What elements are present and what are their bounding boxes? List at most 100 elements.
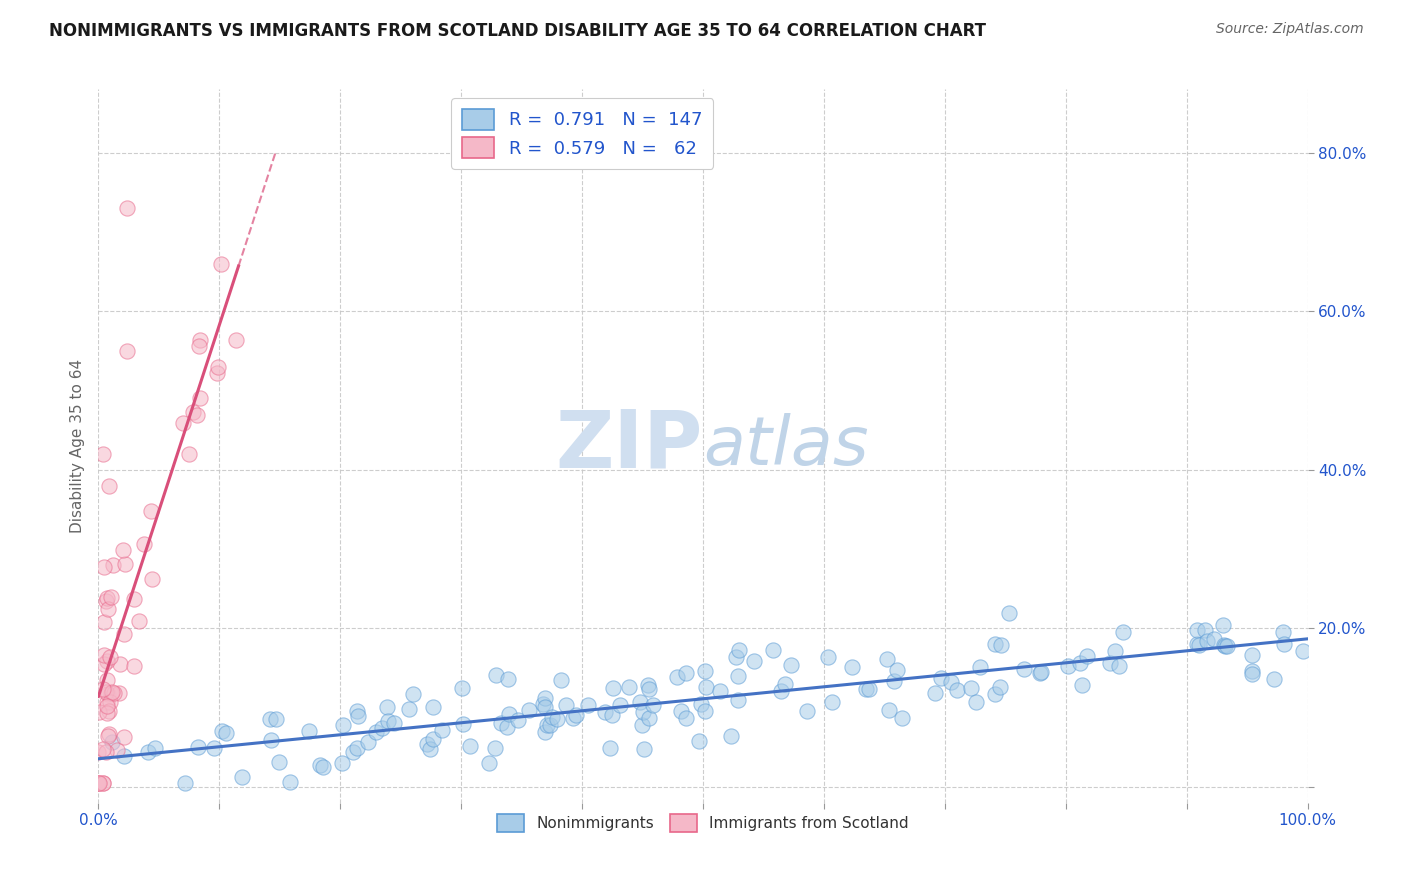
Point [984,687,1007,701]
Point [877,703,900,717]
Point [430,723,453,737]
Text: atlas: atlas [703,413,869,479]
Point [347,709,370,723]
Point [91,682,114,697]
Point [174,776,197,790]
Point [886,664,908,678]
Point [1012,662,1035,676]
Point [260,732,283,747]
Point [637,682,659,697]
Point [451,717,474,731]
Point [617,680,640,694]
Point [1241,648,1264,662]
Point [451,681,474,695]
Point [727,692,749,706]
Point [1071,678,1094,692]
Point [841,659,863,673]
Point [1069,656,1091,670]
Point [506,713,529,727]
Point [1056,659,1078,673]
Point [1213,639,1236,653]
Point [105,743,128,757]
Point [117,201,139,215]
Point [517,703,540,717]
Point [342,745,364,759]
Point [93,657,115,671]
Point [762,643,785,657]
Point [855,682,877,697]
Point [1029,665,1052,680]
Point [593,705,616,719]
Point [141,504,163,518]
Point [186,408,208,422]
Point [89,776,111,790]
Point [103,685,125,699]
Point [744,654,766,668]
Point [98,695,121,709]
Point [821,695,844,709]
Point [371,721,394,735]
Point [97,729,120,743]
Point [91,776,114,790]
Point [96,695,118,709]
Point [207,360,229,375]
Point [669,704,692,718]
Point [377,714,399,728]
Point [1187,624,1209,638]
Point [100,590,122,604]
Point [141,572,163,586]
Point [101,685,124,699]
Point [485,668,508,682]
Point [225,333,247,347]
Point [628,695,651,709]
Point [143,740,166,755]
Point [695,681,717,695]
Point [190,392,212,406]
Point [112,731,135,745]
Point [638,711,661,725]
Point [1188,638,1211,652]
Point [536,718,558,732]
Point [87,776,110,790]
Point [422,731,444,746]
Point [541,710,564,724]
Point [132,537,155,551]
Point [534,691,557,706]
Point [231,770,253,784]
Point [107,686,129,700]
Point [817,649,839,664]
Point [1099,656,1122,670]
Point [204,741,226,756]
Point [727,669,749,683]
Point [111,542,134,557]
Point [775,676,797,690]
Point [1104,643,1126,657]
Point [330,756,353,770]
Point [538,718,561,732]
Point [94,745,117,759]
Point [998,607,1021,621]
Y-axis label: Disability Age 35 to 64: Disability Age 35 to 64 [69,359,84,533]
Point [128,614,150,628]
Point [1194,624,1216,638]
Point [565,708,588,723]
Point [1292,643,1315,657]
Point [496,672,519,686]
Point [631,718,654,732]
Point [637,678,659,692]
Text: NONIMMIGRANTS VS IMMIGRANTS FROM SCOTLAND DISABILITY AGE 35 TO 64 CORRELATION CH: NONIMMIGRANTS VS IMMIGRANTS FROM SCOTLAN… [49,22,986,40]
Point [531,697,554,711]
Point [415,737,437,751]
Point [375,700,398,714]
Point [1112,624,1135,639]
Point [876,651,898,665]
Point [688,733,710,747]
Point [209,257,232,271]
Point [87,706,110,720]
Point [297,723,319,738]
Point [498,707,520,722]
Point [278,775,301,789]
Point [173,416,195,430]
Point [633,705,655,719]
Point [534,725,557,739]
